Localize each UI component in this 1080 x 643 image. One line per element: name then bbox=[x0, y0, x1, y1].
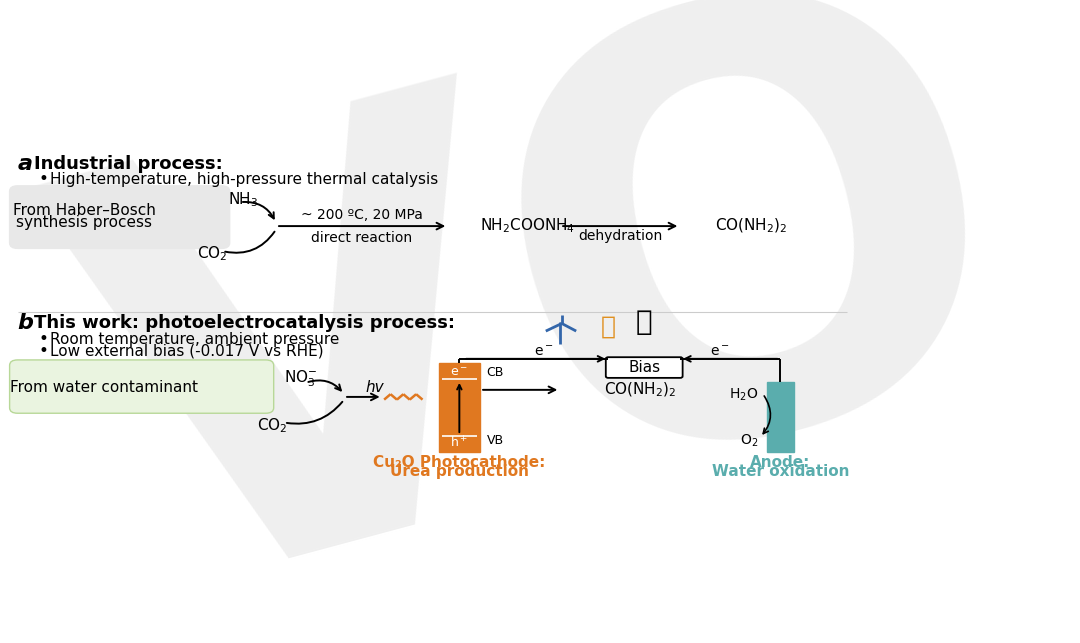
Text: CO$_2$: CO$_2$ bbox=[257, 416, 287, 435]
Text: dehydration: dehydration bbox=[578, 230, 662, 244]
Text: High-temperature, high-pressure thermal catalysis: High-temperature, high-pressure thermal … bbox=[50, 172, 437, 187]
Text: H$_2$O: H$_2$O bbox=[729, 387, 758, 404]
Text: hv: hv bbox=[365, 379, 383, 395]
Text: VB: VB bbox=[487, 434, 503, 447]
Text: 🌳: 🌳 bbox=[636, 308, 652, 336]
Text: e$^-$: e$^-$ bbox=[711, 344, 730, 358]
Text: a: a bbox=[17, 154, 32, 174]
Text: Anode:: Anode: bbox=[751, 455, 810, 469]
Text: Bias: Bias bbox=[629, 360, 660, 375]
Text: NH$_2$COONH$_4$: NH$_2$COONH$_4$ bbox=[481, 217, 576, 235]
Text: CO(NH$_2$)$_2$: CO(NH$_2$)$_2$ bbox=[715, 217, 787, 235]
Text: VO: VO bbox=[18, 0, 1070, 643]
Text: e$^-$: e$^-$ bbox=[450, 366, 469, 379]
Text: From water contaminant: From water contaminant bbox=[10, 379, 198, 395]
Text: Cu₂O Photocathode:: Cu₂O Photocathode: bbox=[374, 455, 545, 469]
Text: Water oxidation: Water oxidation bbox=[712, 464, 849, 480]
Text: CO$_2$: CO$_2$ bbox=[197, 244, 227, 263]
Text: Urea production: Urea production bbox=[390, 464, 529, 480]
Text: CB: CB bbox=[487, 366, 504, 379]
FancyBboxPatch shape bbox=[10, 360, 273, 413]
Text: 🌞: 🌞 bbox=[600, 314, 616, 338]
Bar bbox=[438, 363, 481, 453]
Text: This work: photoelectrocatalysis process:: This work: photoelectrocatalysis process… bbox=[33, 314, 455, 332]
Bar bbox=[767, 382, 794, 453]
Text: •: • bbox=[39, 342, 49, 360]
Text: From Haber–Bosch: From Haber–Bosch bbox=[13, 203, 156, 219]
Text: •: • bbox=[39, 170, 49, 188]
Text: synthesis process: synthesis process bbox=[16, 215, 152, 230]
Text: O$_2$: O$_2$ bbox=[741, 432, 758, 449]
Text: Industrial process:: Industrial process: bbox=[33, 155, 222, 173]
FancyBboxPatch shape bbox=[10, 186, 230, 248]
Text: •: • bbox=[39, 331, 49, 349]
Text: CO(NH$_2$)$_2$: CO(NH$_2$)$_2$ bbox=[604, 381, 676, 399]
Text: direct reaction: direct reaction bbox=[311, 230, 413, 244]
Text: ~ 200 ºC, 20 MPa: ~ 200 ºC, 20 MPa bbox=[301, 208, 422, 222]
Text: Room temperature, ambient pressure: Room temperature, ambient pressure bbox=[50, 332, 339, 347]
Text: Low external bias (-0.017 V vs RHE): Low external bias (-0.017 V vs RHE) bbox=[50, 344, 323, 359]
Text: NH$_3$: NH$_3$ bbox=[228, 190, 258, 209]
Text: NO$_3^{-}$: NO$_3^{-}$ bbox=[284, 368, 318, 389]
Text: h$^+$: h$^+$ bbox=[450, 435, 469, 450]
FancyBboxPatch shape bbox=[606, 358, 683, 378]
Text: e$^-$: e$^-$ bbox=[535, 344, 554, 358]
Text: b: b bbox=[17, 314, 33, 334]
